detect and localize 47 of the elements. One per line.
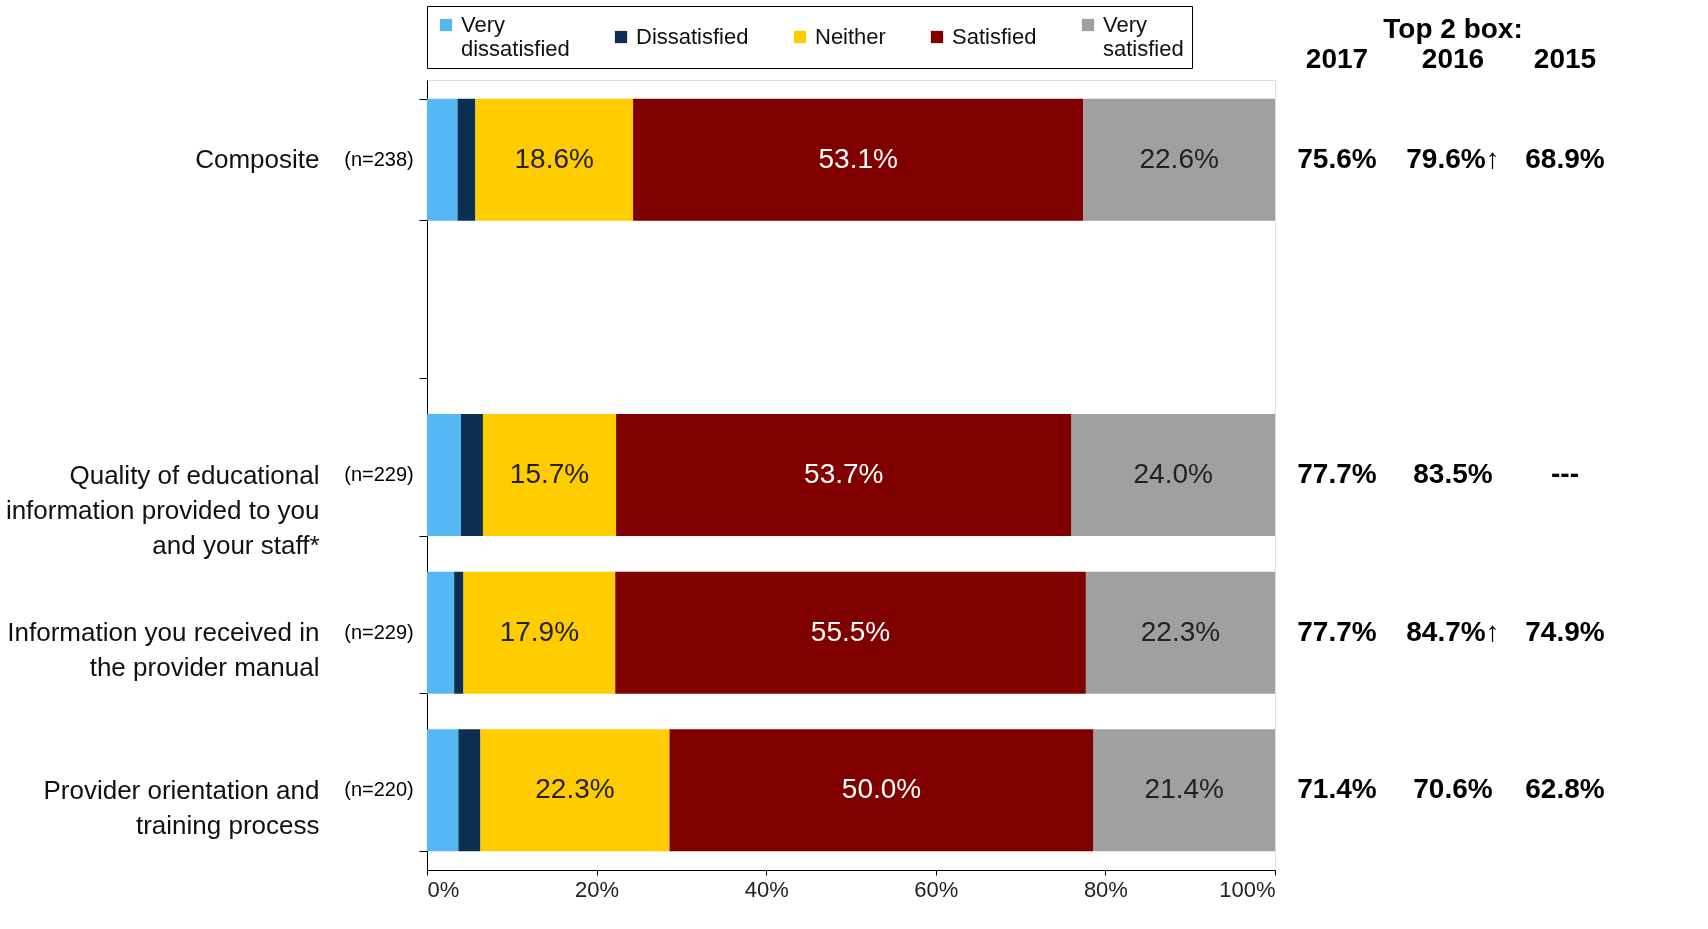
y-tick-label: Provider orientation and training process: [43, 774, 320, 840]
data-label: 53.7%: [804, 458, 884, 489]
x-tick-label: 80%: [1083, 876, 1128, 902]
text: (n=229): [344, 620, 414, 643]
y-tick-label: Information you received in the provider manual: [7, 617, 320, 683]
text: 74.9%: [1525, 615, 1605, 647]
data-label: 55.5%: [810, 615, 891, 647]
text: 70.6%: [1413, 773, 1493, 805]
text: 79.6%↑: [1406, 142, 1500, 174]
y-tick-label: Composite: [195, 144, 320, 175]
data-label: 22.3%: [535, 773, 615, 805]
legend-label: Neither: [815, 24, 886, 49]
data-label: 21.4%: [1144, 773, 1224, 805]
text: 77.7%: [1297, 615, 1377, 647]
x-tick-label: 60%: [914, 876, 959, 902]
data-label: 17.9%: [499, 615, 580, 647]
text: 83.5%: [1413, 458, 1493, 489]
text: 71.4%: [1297, 773, 1377, 805]
text: (n=220): [344, 778, 414, 801]
y-tick-label: Quality of educational information provided to you and your staff*: [5, 459, 320, 560]
x-tick-label: 100%: [1219, 876, 1276, 902]
text: 77.7%: [1297, 458, 1377, 489]
legend-label: Satisfied: [952, 24, 1037, 49]
data-label: 53.1%: [818, 142, 898, 174]
legend-label: Very satisfied: [1103, 12, 1184, 61]
data-label: 22.3%: [1140, 615, 1221, 647]
x-tick-label: 0%: [427, 876, 460, 902]
text: 84.7%↑: [1406, 615, 1500, 647]
text: 2016: [1421, 43, 1485, 74]
text: 2017: [1305, 43, 1369, 74]
legend-label: Very dissatisfied: [461, 12, 570, 61]
data-label: 22.6%: [1139, 142, 1219, 174]
data-label: 50.0%: [841, 773, 922, 805]
text: 75.6%: [1297, 142, 1377, 174]
legend-label: Dissatisfied: [636, 24, 749, 49]
text: 68.9%: [1525, 142, 1605, 174]
text: Top 2 box:: [1383, 13, 1523, 44]
x-tick-label: 20%: [575, 876, 620, 902]
text: (n=238): [344, 147, 414, 170]
text: 62.8%: [1525, 773, 1605, 805]
text: ---: [1551, 458, 1579, 489]
x-tick-label: 40%: [744, 876, 789, 902]
data-label: 24.0%: [1133, 458, 1213, 489]
text: 2015: [1533, 43, 1597, 74]
text: (n=229): [344, 463, 414, 485]
data-label: 15.7%: [509, 458, 590, 489]
data-label: 18.6%: [514, 142, 594, 174]
